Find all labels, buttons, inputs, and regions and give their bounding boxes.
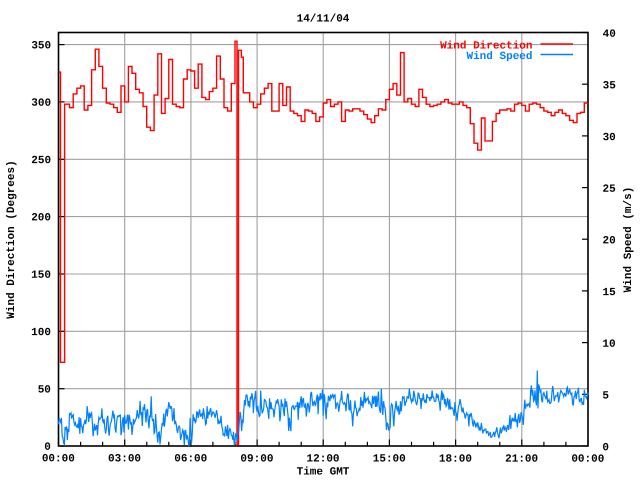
svg-text:Wind Speed (m/s): Wind Speed (m/s) bbox=[623, 187, 635, 293]
svg-text:Wind Direction (Degrees): Wind Direction (Degrees) bbox=[6, 160, 18, 318]
svg-text:14/11/04: 14/11/04 bbox=[297, 13, 350, 25]
svg-text:18:00: 18:00 bbox=[439, 454, 472, 466]
svg-text:10: 10 bbox=[602, 339, 615, 351]
svg-text:350: 350 bbox=[31, 40, 51, 52]
svg-text:03:00: 03:00 bbox=[108, 453, 141, 465]
svg-text:00:00: 00:00 bbox=[42, 453, 75, 465]
svg-text:20: 20 bbox=[602, 235, 615, 247]
svg-text:200: 200 bbox=[31, 212, 51, 224]
svg-text:300: 300 bbox=[31, 98, 51, 110]
svg-text:40: 40 bbox=[603, 29, 616, 41]
svg-text:25: 25 bbox=[603, 184, 617, 196]
svg-text:06:00: 06:00 bbox=[174, 453, 207, 465]
svg-text:250: 250 bbox=[31, 155, 51, 167]
svg-text:15: 15 bbox=[602, 287, 616, 299]
svg-text:30: 30 bbox=[603, 132, 616, 144]
svg-text:150: 150 bbox=[31, 270, 51, 282]
svg-text:Wind Direction: Wind Direction bbox=[440, 40, 532, 52]
svg-text:15:00: 15:00 bbox=[373, 454, 406, 466]
svg-text:09:00: 09:00 bbox=[240, 453, 273, 465]
svg-text:35: 35 bbox=[603, 80, 617, 92]
svg-text:5: 5 bbox=[602, 390, 609, 402]
svg-text:21:00: 21:00 bbox=[505, 454, 538, 466]
svg-text:100: 100 bbox=[31, 327, 51, 339]
svg-text:0: 0 bbox=[44, 442, 51, 454]
svg-text:00:00: 00:00 bbox=[571, 454, 604, 466]
svg-text:Time GMT: Time GMT bbox=[297, 466, 350, 478]
svg-text:50: 50 bbox=[38, 385, 51, 397]
svg-text:Wind Speed: Wind Speed bbox=[466, 51, 532, 63]
svg-text:12:00: 12:00 bbox=[307, 453, 340, 465]
svg-text:0: 0 bbox=[602, 442, 609, 454]
